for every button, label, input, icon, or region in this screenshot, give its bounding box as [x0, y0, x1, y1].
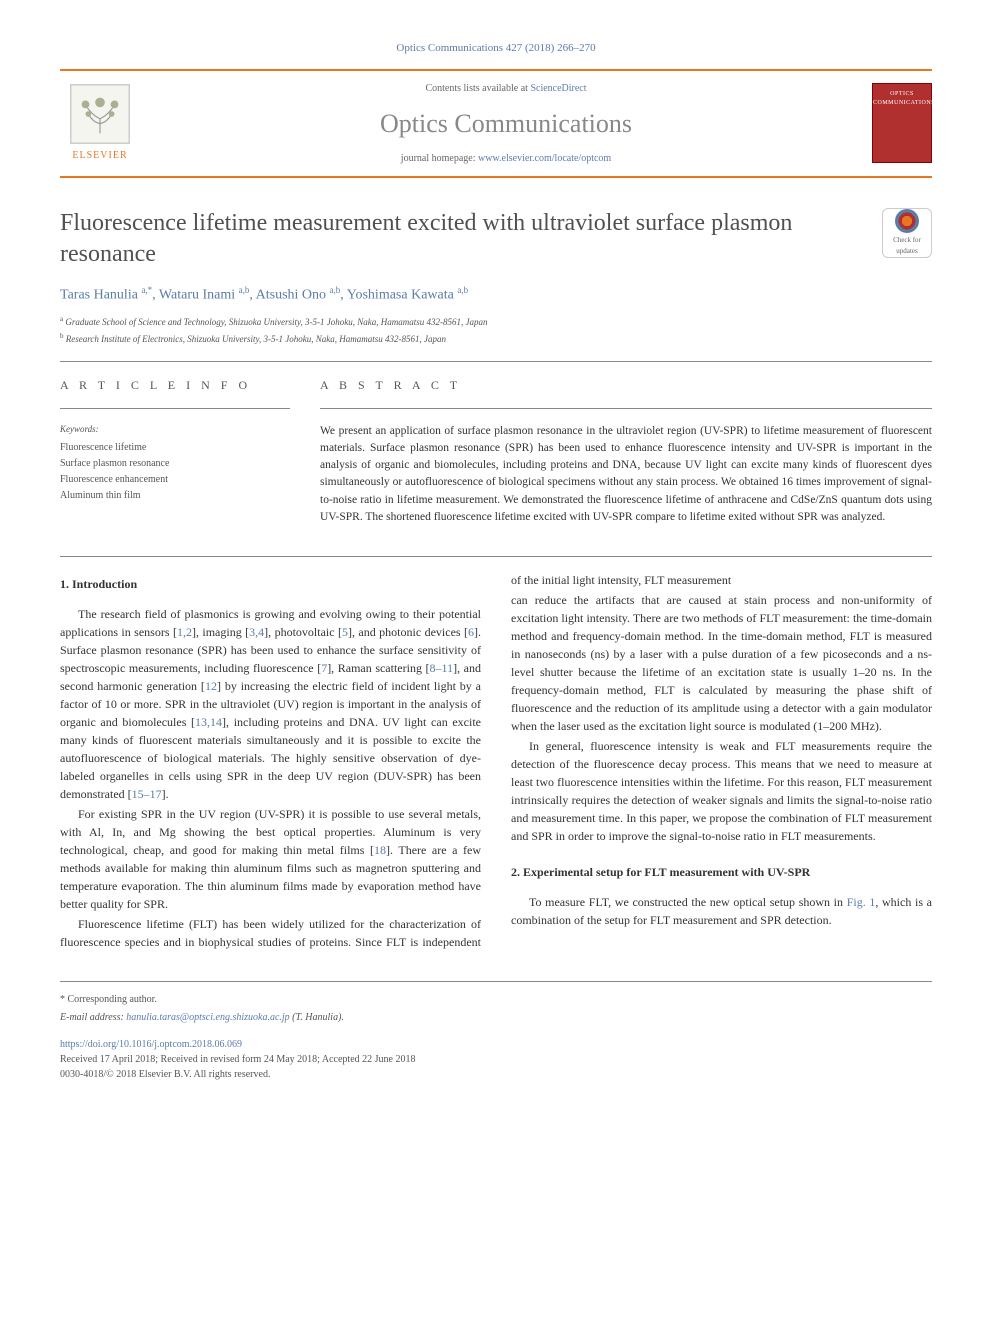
- elsevier-tree-icon: [70, 84, 130, 144]
- keyword-item: Fluorescence lifetime: [60, 440, 290, 456]
- article-body: 1. Introduction The research field of pl…: [60, 571, 932, 951]
- sciencedirect-link[interactable]: ScienceDirect: [530, 83, 586, 94]
- divider: [320, 408, 932, 409]
- publisher-name: ELSEVIER: [72, 148, 127, 163]
- crossmark-icon: [895, 209, 919, 233]
- email-suffix: (T. Hanulia).: [290, 1012, 344, 1023]
- article-info-heading: A R T I C L E I N F O: [60, 376, 290, 394]
- section-2-title: 2. Experimental setup for FLT measuremen…: [511, 863, 932, 881]
- article-title: Fluorescence lifetime measurement excite…: [60, 208, 882, 270]
- keywords-label: Keywords:: [60, 423, 290, 437]
- divider: [60, 556, 932, 557]
- authors-list: Taras Hanulia a,*, Wataru Inami a,b, Ats…: [60, 284, 932, 306]
- header-center: Contents lists available at ScienceDirec…: [140, 81, 872, 166]
- keyword-item: Surface plasmon resonance: [60, 456, 290, 472]
- section-1-title: 1. Introduction: [60, 575, 481, 593]
- keyword-item: Aluminum thin film: [60, 488, 290, 504]
- doi-link[interactable]: https://doi.org/10.1016/j.optcom.2018.06…: [60, 1039, 242, 1050]
- email-line: E-mail address: hanulia.taras@optsci.eng…: [60, 1010, 932, 1025]
- journal-title: Optics Communications: [140, 104, 872, 143]
- intro-paragraph-1: The research field of plasmonics is grow…: [60, 605, 481, 803]
- publisher-logo: ELSEVIER: [60, 84, 140, 163]
- journal-reference: Optics Communications 427 (2018) 266–270: [60, 40, 932, 57]
- divider: [60, 408, 290, 409]
- affiliation: b Research Institute of Electronics, Shi…: [60, 331, 932, 347]
- abstract-heading: A B S T R A C T: [320, 376, 932, 394]
- homepage-prefix: journal homepage:: [401, 153, 478, 164]
- email-label: E-mail address:: [60, 1012, 126, 1023]
- check-updates-label: Check for updates: [883, 235, 931, 256]
- corresponding-email-link[interactable]: hanulia.taras@optsci.eng.shizuoka.ac.jp: [126, 1012, 289, 1023]
- article-history: Received 17 April 2018; Received in revi…: [60, 1052, 932, 1067]
- journal-cover-label: OPTICS COMMUNICATIONS: [873, 90, 931, 108]
- journal-cover-thumbnail: OPTICS COMMUNICATIONS: [872, 83, 932, 163]
- journal-header-banner: ELSEVIER Contents lists available at Sci…: [60, 69, 932, 178]
- divider: [60, 361, 932, 362]
- intro-paragraph-4: can reduce the artifacts that are caused…: [511, 591, 932, 735]
- intro-paragraph-2: For existing SPR in the UV region (UV-SP…: [60, 805, 481, 913]
- contents-prefix: Contents lists available at: [425, 83, 530, 94]
- corresponding-author-note: * Corresponding author.: [60, 992, 932, 1007]
- contents-available-line: Contents lists available at ScienceDirec…: [140, 81, 872, 96]
- homepage-link[interactable]: www.elsevier.com/locate/optcom: [478, 153, 611, 164]
- affiliation: a Graduate School of Science and Technol…: [60, 314, 932, 330]
- check-updates-badge[interactable]: Check for updates: [882, 208, 932, 258]
- abstract-column: A B S T R A C T We present an applicatio…: [320, 376, 932, 527]
- abstract-text: We present an application of surface pla…: [320, 423, 932, 527]
- intro-paragraph-5: In general, fluorescence intensity is we…: [511, 737, 932, 845]
- article-info-column: A R T I C L E I N F O Keywords: Fluoresc…: [60, 376, 290, 527]
- setup-paragraph-1: To measure FLT, we constructed the new o…: [511, 893, 932, 929]
- copyright-line: 0030-4018/© 2018 Elsevier B.V. All right…: [60, 1067, 932, 1082]
- article-footer: * Corresponding author. E-mail address: …: [60, 981, 932, 1082]
- keyword-item: Fluorescence enhancement: [60, 472, 290, 488]
- homepage-line: journal homepage: www.elsevier.com/locat…: [140, 151, 872, 166]
